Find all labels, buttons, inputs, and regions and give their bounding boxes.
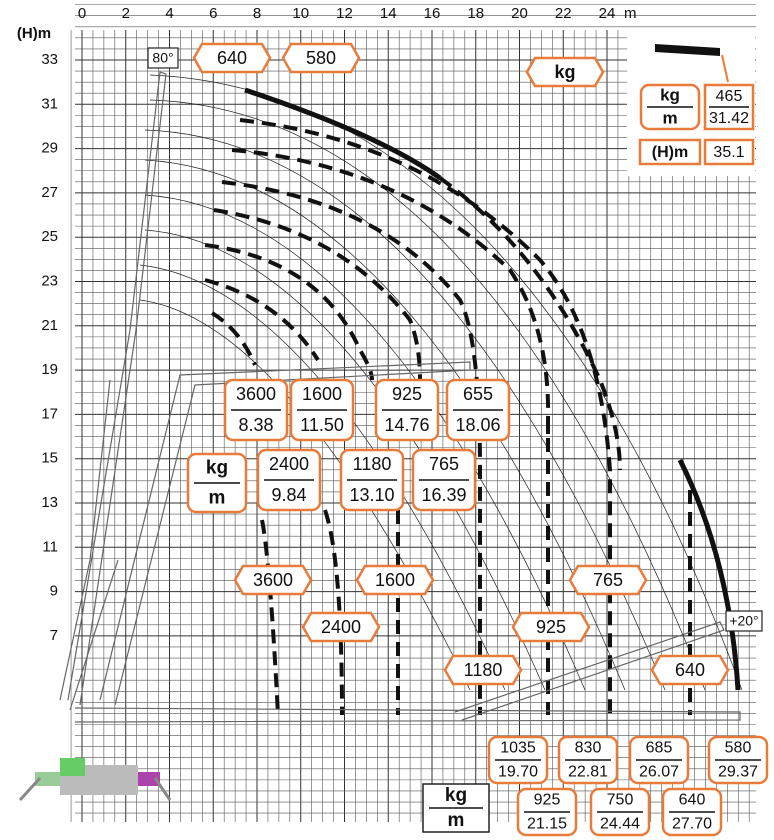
reach-box-m: 19.70 (498, 764, 538, 781)
y-tick-label: 29 (41, 140, 58, 157)
load-box-kg: 655 (463, 384, 493, 404)
load-box-kg: 3600 (236, 384, 276, 404)
y-tick-label: 9 (50, 583, 58, 600)
legend-reach: 31.42 (709, 110, 749, 127)
y-unit: (H)m (17, 25, 51, 42)
load-box-kg: 925 (392, 384, 422, 404)
reach-box-kg: 925 (534, 792, 561, 809)
y-tick-label: 7 (50, 627, 58, 644)
y-tick-label: 27 (41, 184, 58, 201)
load-box-m: 13.10 (349, 485, 394, 505)
x-tick-label: 16 (424, 5, 441, 22)
hex-label-text: 640 (675, 660, 705, 680)
reach-box-kg: 750 (607, 792, 634, 809)
y-tick-label: 11 (42, 538, 58, 555)
x-tick-label: 24 (599, 5, 616, 22)
x-tick-label: 12 (336, 5, 353, 22)
load-box-m: 8.38 (238, 415, 273, 435)
x-tick-label: 22 (555, 5, 572, 22)
reach-box-m: 26.07 (639, 764, 679, 781)
angle-max-text: 80° (152, 50, 173, 66)
x-tick-label: 2 (122, 5, 130, 22)
load-box-kg: 2400 (269, 454, 309, 474)
y-tick-label: 19 (41, 361, 58, 378)
legend-unit-kg: kg (660, 85, 680, 104)
hex-label-text: 1600 (375, 570, 415, 590)
hex-label-text: 925 (536, 617, 566, 637)
load-box-kg: 1180 (353, 454, 392, 474)
hex-label-text: 2400 (321, 617, 361, 637)
legend-height-text: 35.1 (713, 144, 744, 161)
reach-box-m: 21.15 (527, 816, 567, 833)
x-tick-label: 20 (511, 5, 528, 22)
load-box-m: 18.06 (455, 415, 500, 435)
hex-label-text: kg (554, 62, 575, 82)
hex-label-text: 1180 (464, 660, 503, 680)
unit-box-m: m (448, 810, 465, 831)
load-box-m: 16.39 (421, 485, 466, 505)
legend-unit-m: m (662, 108, 677, 127)
x-tick-label: 8 (253, 5, 261, 22)
hex-label-text: 3600 (253, 570, 293, 590)
y-tick-label: 33 (41, 51, 58, 68)
angle-min-text: +20° (729, 613, 758, 629)
hex-label-text: 640 (217, 48, 247, 68)
reach-box-kg: 830 (575, 740, 602, 757)
reach-box-kg: 580 (725, 740, 752, 757)
hex-label-text: 580 (306, 48, 336, 68)
reach-box-m: 22.81 (568, 764, 608, 781)
x-unit: m (624, 5, 637, 22)
y-tick-label: 13 (41, 494, 58, 511)
y-tick-label: 21 (41, 317, 58, 334)
reach-box-m: 27.70 (672, 816, 712, 833)
y-tick-label: 17 (41, 405, 58, 422)
x-tick-label: 10 (292, 5, 309, 22)
load-box-kg: 765 (429, 454, 459, 474)
x-tick-label: 4 (165, 5, 173, 22)
reach-box-kg: 685 (646, 740, 673, 757)
unit-box-m: m (209, 488, 226, 509)
y-tick-label: 25 (41, 228, 58, 245)
x-tick-label: 18 (467, 5, 484, 22)
load-box-m: 14.76 (384, 415, 429, 435)
hex-label-text: 765 (593, 570, 623, 590)
load-chart: 0246810121416182022247911131517192123252… (0, 0, 774, 840)
legend-height-label-text: (H)m (652, 144, 688, 161)
unit-box-kg: kg (206, 458, 228, 479)
x-tick-label: 0 (78, 5, 86, 22)
y-tick-label: 23 (41, 272, 58, 289)
y-tick-label: 31 (41, 95, 58, 112)
legend-load: 465 (716, 88, 743, 105)
load-box-m: 11.50 (300, 415, 344, 435)
reach-box-m: 24.44 (600, 816, 640, 833)
load-box-kg: 1600 (302, 384, 342, 404)
reach-box-kg: 1035 (500, 740, 536, 757)
x-tick-label: 6 (209, 5, 217, 22)
reach-box-kg: 640 (679, 792, 706, 809)
unit-box-kg: kg (445, 785, 467, 806)
y-tick-label: 15 (41, 450, 58, 467)
x-tick-label: 14 (380, 5, 397, 22)
reach-box-m: 29.37 (718, 764, 758, 781)
load-box-m: 9.84 (271, 485, 306, 505)
